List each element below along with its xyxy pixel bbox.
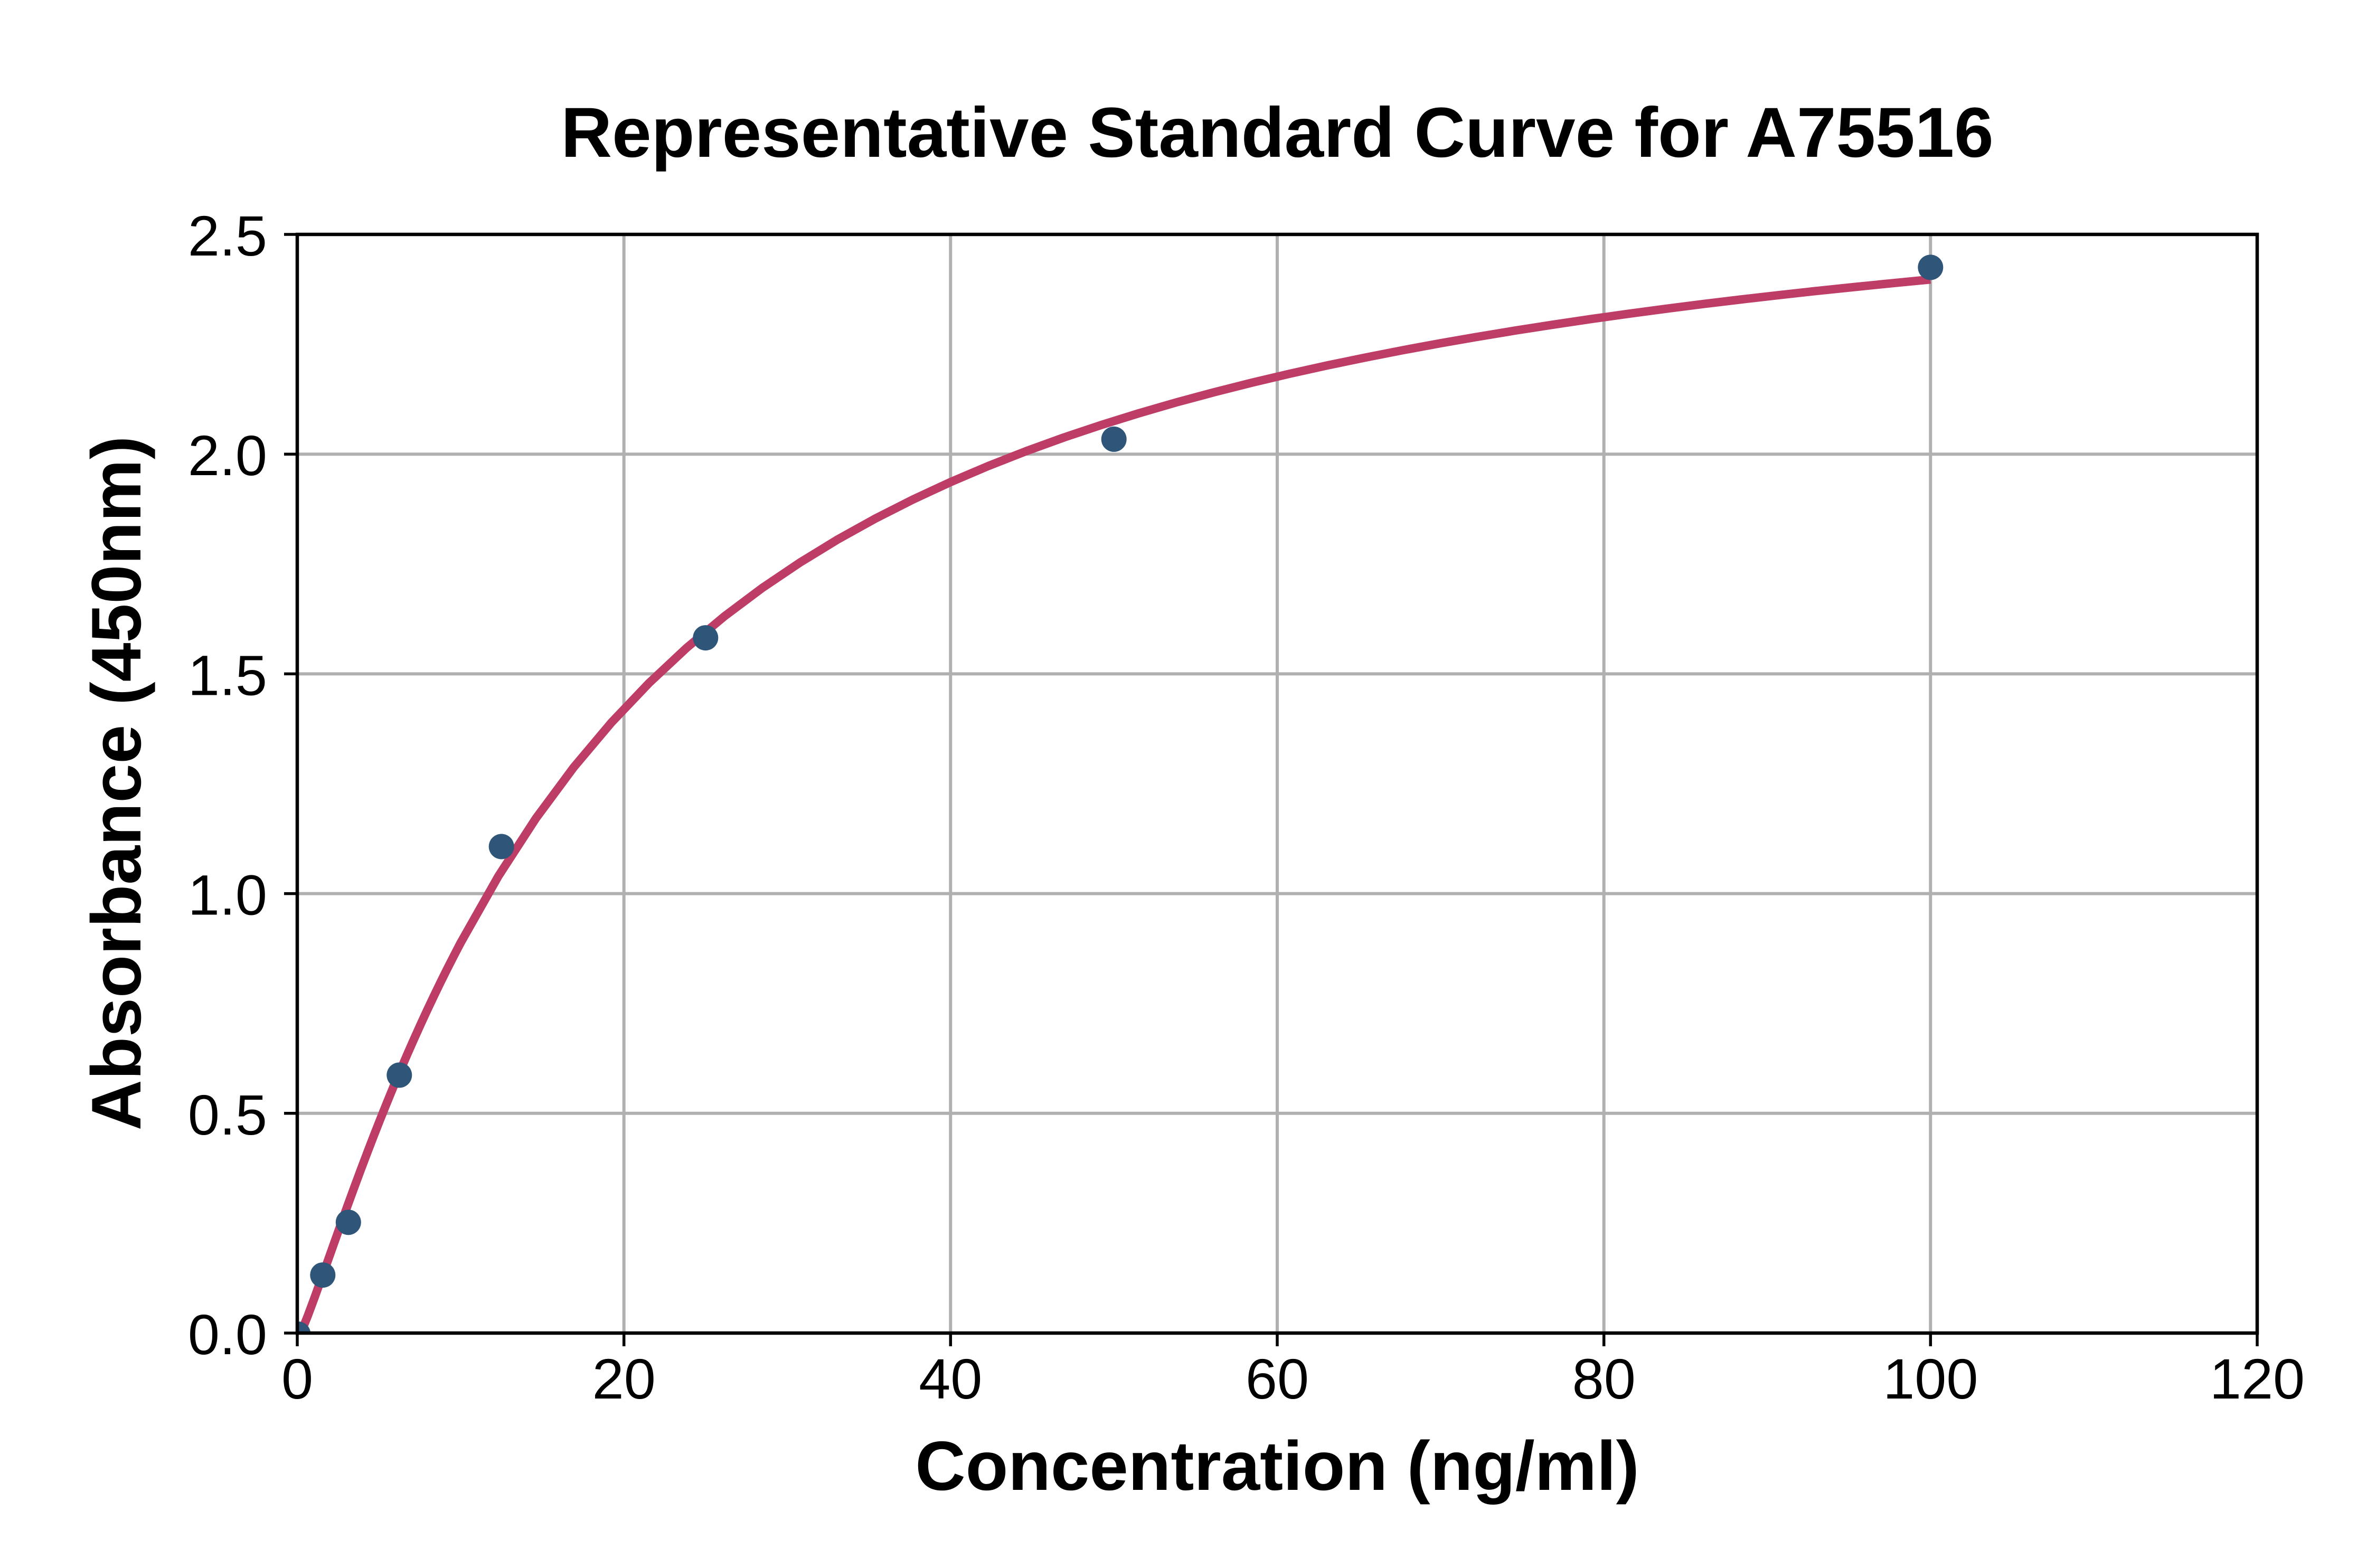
- svg-text:20: 20: [592, 1347, 656, 1411]
- svg-text:0: 0: [281, 1347, 313, 1411]
- svg-text:Concentration (ng/ml): Concentration (ng/ml): [915, 1427, 1639, 1505]
- svg-text:120: 120: [2210, 1347, 2305, 1411]
- svg-text:40: 40: [919, 1347, 982, 1411]
- svg-text:Representative Standard Curve: Representative Standard Curve for A75516: [561, 93, 1993, 172]
- svg-text:2.5: 2.5: [188, 204, 267, 268]
- svg-text:1.0: 1.0: [188, 863, 267, 927]
- svg-text:60: 60: [1246, 1347, 1309, 1411]
- svg-text:100: 100: [1883, 1347, 1978, 1411]
- svg-text:80: 80: [1572, 1347, 1636, 1411]
- svg-text:1.5: 1.5: [188, 643, 267, 707]
- svg-text:2.0: 2.0: [188, 423, 267, 487]
- svg-text:0.0: 0.0: [188, 1302, 267, 1366]
- svg-text:Absorbance (450nm): Absorbance (450nm): [78, 436, 156, 1131]
- svg-text:0.5: 0.5: [188, 1083, 267, 1147]
